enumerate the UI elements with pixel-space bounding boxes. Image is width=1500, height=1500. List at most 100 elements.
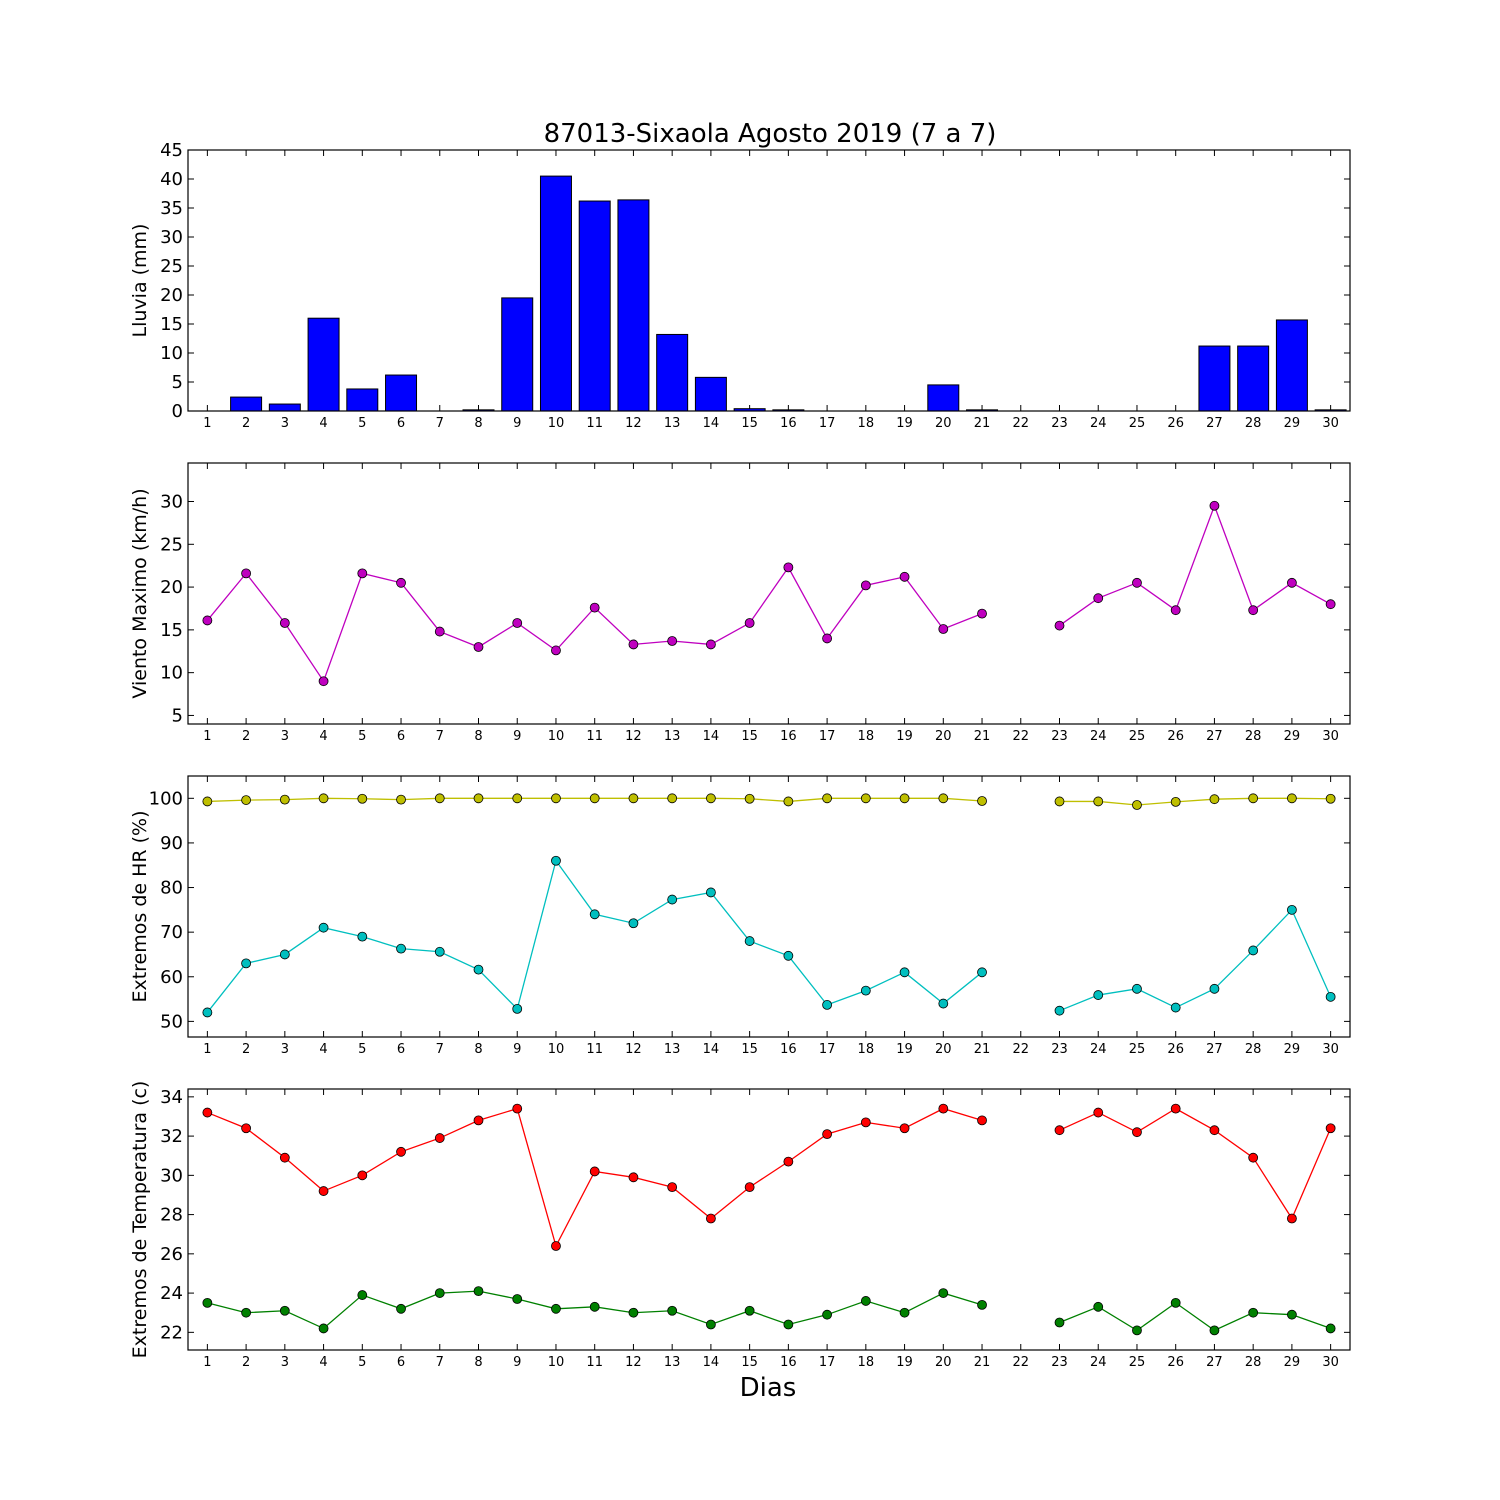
- y-tick-label: 50: [160, 1011, 183, 1032]
- x-tick-label: 21: [974, 729, 991, 744]
- x-tick-label: 1: [203, 416, 211, 431]
- series-2-point-day-20: [938, 998, 949, 1009]
- bar-day-6: [385, 374, 418, 412]
- series-1-point-day-23: [1054, 620, 1065, 631]
- x-tick-label: 16: [780, 1042, 797, 1057]
- series-1-point-day-19: [899, 571, 910, 582]
- series-1-point-day-17: [822, 633, 832, 644]
- series-1-point-day-25: [1132, 577, 1142, 588]
- x-tick-label: 19: [896, 729, 913, 744]
- series-2-point-day-26: [1170, 1002, 1181, 1013]
- bar-day-14: [694, 376, 727, 412]
- bar-day-4: [307, 317, 340, 412]
- series-1-point-day-20: [938, 1103, 949, 1114]
- x-tick-label: 26: [1167, 729, 1184, 744]
- x-tick-label: 1: [203, 729, 211, 744]
- series-2-point-day-17: [822, 999, 832, 1010]
- x-tick-label: 20: [935, 1042, 952, 1057]
- series-2-point-day-19: [899, 1307, 910, 1318]
- series-2-point-day-16: [783, 1319, 794, 1330]
- series-1-point-day-14: [706, 1213, 716, 1224]
- series-1-point-day-25: [1132, 1127, 1142, 1138]
- x-tick-label: 25: [1129, 729, 1146, 744]
- series-1-point-day-4: [318, 1186, 329, 1196]
- x-tick-label: 8: [474, 1355, 482, 1370]
- x-tick-label: 15: [741, 729, 758, 744]
- x-tick-label: 17: [819, 416, 836, 431]
- series-1-point-day-5: [357, 793, 368, 804]
- x-tick-label: 21: [974, 416, 991, 431]
- y-tick-label: 80: [160, 878, 183, 899]
- x-tick-label: 22: [1012, 1355, 1029, 1370]
- series-2-point-day-24: [1093, 990, 1104, 1000]
- series-2-point-day-7: [434, 1288, 445, 1298]
- series-2-point-day-5: [357, 931, 368, 942]
- series-1-point-day-30: [1325, 599, 1336, 610]
- x-tick-label: 22: [1012, 1042, 1029, 1057]
- x-tick-label: 20: [935, 729, 952, 744]
- series-2-point-day-27: [1209, 983, 1220, 994]
- bar-day-5: [346, 388, 379, 412]
- series-1-point-day-9: [512, 793, 523, 804]
- series-2-point-day-8: [473, 1286, 484, 1297]
- x-tick-label: 30: [1322, 1042, 1339, 1057]
- x-tick-label: 30: [1322, 1355, 1339, 1370]
- x-tick-label: 29: [1284, 416, 1301, 431]
- x-tick-label: 3: [281, 416, 289, 431]
- series-1-point-day-1: [202, 1107, 213, 1118]
- series-1-point-day-15: [744, 618, 755, 628]
- y-tick-label: 15: [160, 620, 183, 641]
- series-1-point-day-12: [628, 639, 639, 650]
- x-tick-label: 5: [358, 1355, 366, 1370]
- x-tick-label: 4: [319, 1042, 327, 1057]
- series-1-point-day-13: [667, 1182, 678, 1193]
- series-2-point-day-13: [667, 1305, 678, 1316]
- series-2-point-day-1: [202, 1007, 213, 1018]
- x-tick-label: 28: [1245, 416, 1262, 431]
- series-1-point-day-3: [279, 1152, 290, 1163]
- x-tick-label: 25: [1129, 1042, 1146, 1057]
- x-tick-label: 19: [896, 1042, 913, 1057]
- y-tick-label: 34: [160, 1087, 183, 1108]
- series-2-point-day-4: [318, 922, 329, 933]
- x-tick-label: 1: [203, 1355, 211, 1370]
- series-1-point-day-5: [357, 568, 368, 579]
- series-1-point-day-25: [1132, 800, 1142, 810]
- series-1-point-day-8: [473, 642, 484, 652]
- x-tick-label: 17: [819, 1355, 836, 1370]
- x-tick-label: 22: [1012, 416, 1029, 431]
- y-axis-label: Viento Maximo (km/h): [129, 488, 151, 698]
- x-tick-label: 29: [1284, 1042, 1301, 1057]
- series-1-point-day-11: [589, 793, 600, 804]
- series-1-point-day-10: [551, 1241, 561, 1251]
- plot-frame: [187, 462, 1351, 725]
- series-2-point-day-17: [822, 1309, 832, 1320]
- series-1-point-day-11: [589, 602, 600, 613]
- series-1-point-day-17: [822, 1129, 832, 1140]
- bar-day-27: [1198, 345, 1231, 412]
- x-tick-label: 4: [319, 729, 327, 744]
- x-tick-label: 12: [625, 1355, 642, 1370]
- chart-title: 87013-Sixaola Agosto 2019 (7 a 7): [544, 119, 997, 149]
- bar-day-12: [617, 199, 650, 412]
- series-2-point-day-27: [1209, 1325, 1220, 1336]
- series-1-point-day-6: [396, 1146, 406, 1157]
- x-tick-label: 13: [664, 729, 681, 744]
- series-1-point-day-18: [860, 793, 871, 804]
- x-tick-label: 16: [780, 416, 797, 431]
- series-1-point-day-4: [318, 793, 329, 804]
- x-tick-label: 6: [397, 1042, 405, 1057]
- x-tick-label: 18: [858, 1355, 875, 1370]
- series-1-point-day-2: [241, 568, 252, 579]
- x-tick-label: 12: [625, 416, 642, 431]
- series-1-point-day-11: [589, 1166, 600, 1177]
- x-tick-label: 3: [281, 1042, 289, 1057]
- series-1-point-day-15: [744, 1182, 755, 1193]
- x-tick-label: 12: [625, 729, 642, 744]
- bar-day-20: [927, 384, 960, 412]
- series-1-point-day-23: [1054, 1125, 1065, 1136]
- series-1-point-day-26: [1170, 1103, 1181, 1114]
- x-tick-label: 11: [586, 729, 603, 744]
- y-tick-label: 5: [172, 372, 183, 393]
